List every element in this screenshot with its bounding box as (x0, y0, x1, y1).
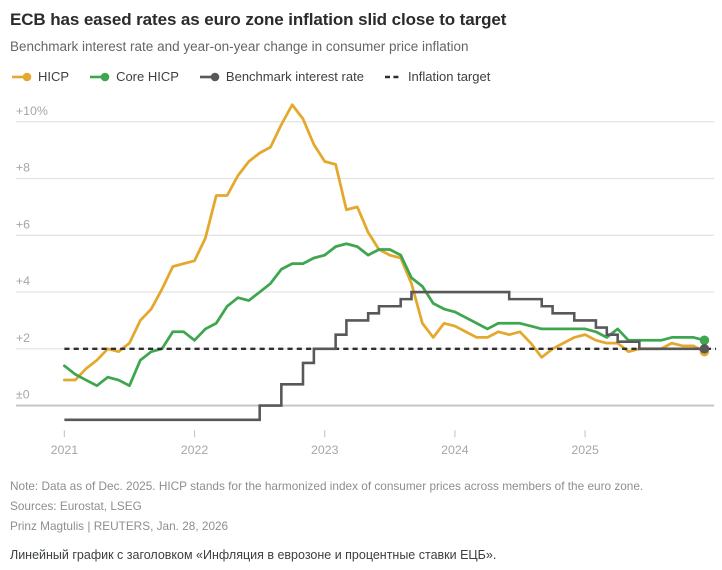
y-axis-label: ±0 (16, 388, 30, 402)
hicp-line (62, 103, 706, 382)
benchmark-line-dot-icon (199, 72, 220, 81)
chart-legend: HICP Core HICP Benchmark interest rate I… (12, 69, 714, 84)
x-axis-label: 2024 (441, 443, 469, 457)
caption-ru: Линейный график с заголовком «Инфляция в… (10, 548, 497, 562)
chart-subtitle: Benchmark interest rate and year-on-year… (10, 39, 469, 54)
chart-byline: Prinz Magtulis | REUTERS, Jan. 28, 2026 (10, 519, 229, 533)
core-hicp-end-dot (699, 335, 710, 346)
x-axis-label: 2022 (181, 443, 209, 457)
benchmark-rate-line (64, 290, 705, 422)
y-axis-label: +4 (16, 274, 30, 288)
core-hicp-line-dot-icon (90, 72, 110, 81)
x-axis-label: 2021 (51, 443, 79, 457)
y-axis-label: +6 (16, 217, 30, 231)
inflation-target-dash-icon (384, 75, 401, 78)
chart-note: Note: Data as of Dec. 2025. HICP stands … (10, 479, 644, 493)
y-axis-label: +2 (16, 331, 30, 345)
legend-item-core-hicp: Core HICP (90, 69, 179, 84)
benchmark-end-dot (699, 344, 710, 354)
y-axis-label: +8 (16, 161, 30, 175)
legend-item-benchmark: Benchmark interest rate (199, 69, 364, 84)
page-title: ECB has eased rates as euro zone inflati… (10, 10, 507, 29)
legend-label-core-hicp: Core HICP (116, 69, 179, 84)
core-hicp-line (62, 242, 706, 388)
hicp-line-dot-icon (12, 72, 32, 81)
y-axis-label: +10% (16, 104, 48, 118)
legend-label-benchmark: Benchmark interest rate (225, 69, 364, 84)
chart-sources: Sources: Eurostat, LSEG (10, 499, 142, 513)
legend-item-inflation-target: Inflation target (384, 69, 491, 84)
x-axis-label: 2025 (571, 443, 599, 457)
legend-label-hicp: HICP (38, 69, 70, 84)
line-chart: ±0 +2 +4 +6 +8 +10% 2021 2022 2023 2024 2025 (15, 103, 717, 457)
x-axis-label: 2023 (311, 443, 339, 457)
legend-item-hicp: HICP (12, 69, 69, 84)
legend-label-inflation-target: Inflation target (407, 69, 491, 84)
